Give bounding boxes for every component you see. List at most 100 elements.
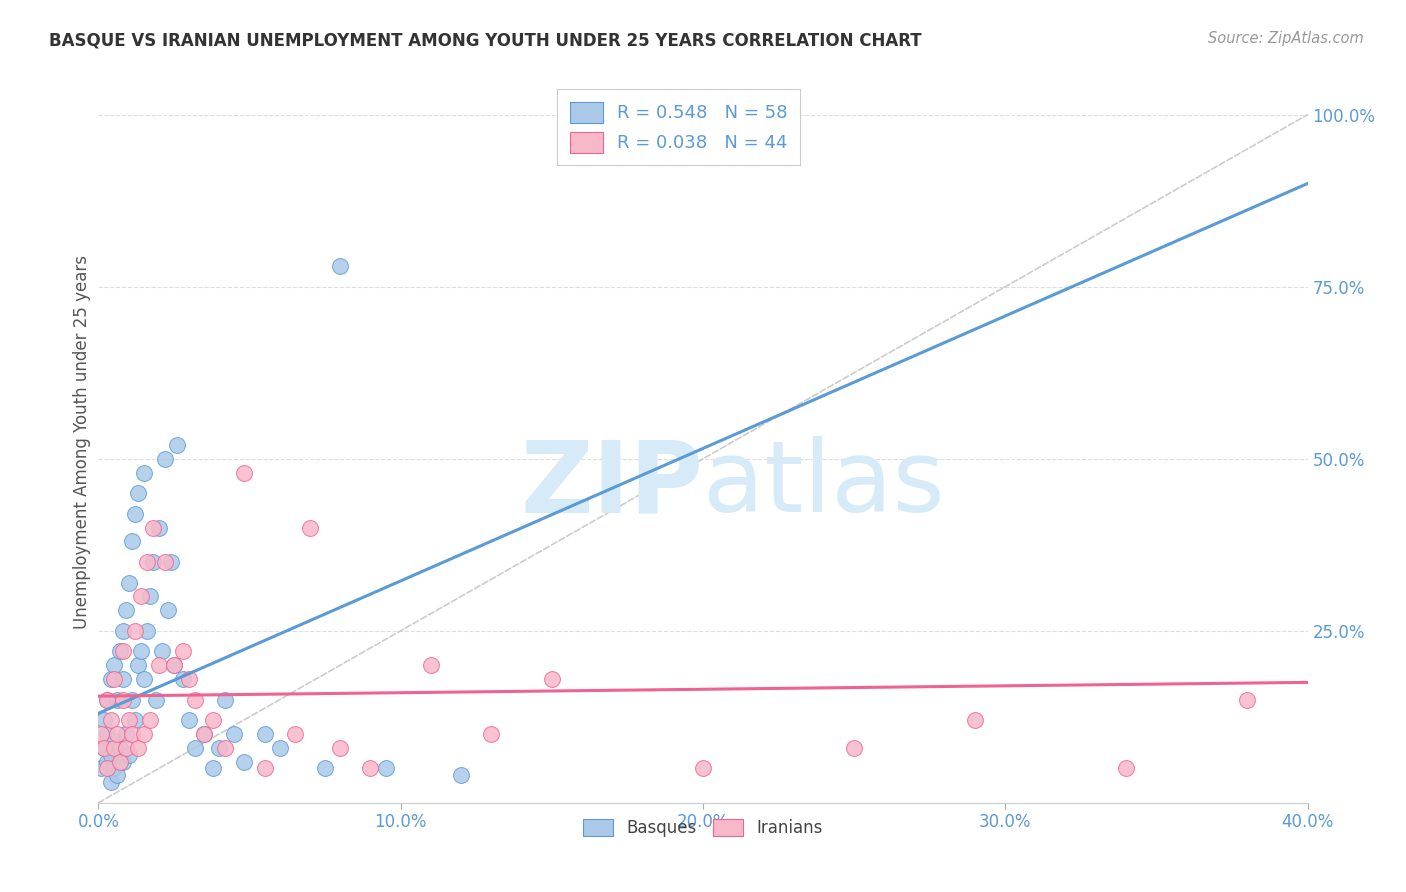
Point <box>118 747 141 762</box>
Point <box>93 740 115 755</box>
Point <box>135 624 157 638</box>
Point <box>172 644 194 658</box>
Point <box>150 644 173 658</box>
Point <box>90 761 112 775</box>
Point <box>103 740 125 755</box>
Point <box>127 486 149 500</box>
Point <box>96 755 118 769</box>
Point <box>121 727 143 741</box>
Point <box>284 727 307 741</box>
Point <box>100 775 122 789</box>
Point <box>232 466 254 480</box>
Point <box>124 713 146 727</box>
Point <box>124 507 146 521</box>
Point <box>135 555 157 569</box>
Point <box>100 747 122 762</box>
Point <box>139 713 162 727</box>
Point <box>103 734 125 748</box>
Point <box>314 761 336 775</box>
Point <box>118 575 141 590</box>
Point <box>105 692 128 706</box>
Point <box>269 740 291 755</box>
Point <box>132 727 155 741</box>
Point <box>132 672 155 686</box>
Point <box>360 761 382 775</box>
Point <box>114 740 136 755</box>
Point <box>103 761 125 775</box>
Point <box>139 590 162 604</box>
Point <box>105 727 128 741</box>
Point <box>148 520 170 534</box>
Point <box>163 658 186 673</box>
Point <box>299 520 322 534</box>
Point <box>124 624 146 638</box>
Point <box>208 740 231 755</box>
Point <box>127 740 149 755</box>
Point <box>108 755 131 769</box>
Point <box>108 644 131 658</box>
Point <box>156 603 179 617</box>
Point <box>105 768 128 782</box>
Point <box>118 713 141 727</box>
Point <box>153 451 176 466</box>
Y-axis label: Unemployment Among Youth under 25 years: Unemployment Among Youth under 25 years <box>73 254 91 629</box>
Point <box>96 761 118 775</box>
Point <box>111 644 134 658</box>
Point <box>481 727 503 741</box>
Point <box>1236 692 1258 706</box>
Text: atlas: atlas <box>703 436 945 533</box>
Point <box>374 761 396 775</box>
Point <box>179 672 201 686</box>
Point <box>166 438 188 452</box>
Point <box>202 761 225 775</box>
Point <box>142 520 165 534</box>
Point <box>214 692 236 706</box>
Point <box>329 259 352 273</box>
Point <box>114 603 136 617</box>
Point <box>692 761 714 775</box>
Point <box>103 672 125 686</box>
Point <box>111 624 134 638</box>
Point <box>163 658 186 673</box>
Point <box>129 644 152 658</box>
Point <box>132 466 155 480</box>
Point <box>450 768 472 782</box>
Point <box>214 740 236 755</box>
Point <box>145 692 167 706</box>
Point <box>329 740 352 755</box>
Point <box>93 740 115 755</box>
Point <box>193 727 215 741</box>
Point <box>121 534 143 549</box>
Point <box>121 692 143 706</box>
Point <box>172 672 194 686</box>
Point <box>129 590 152 604</box>
Legend: Basques, Iranians: Basques, Iranians <box>575 810 831 845</box>
Point <box>179 713 201 727</box>
Point <box>127 658 149 673</box>
Point <box>96 692 118 706</box>
Point <box>160 555 183 569</box>
Point <box>96 692 118 706</box>
Point <box>111 672 134 686</box>
Point <box>153 555 176 569</box>
Point <box>202 713 225 727</box>
Point <box>193 727 215 741</box>
Text: BASQUE VS IRANIAN UNEMPLOYMENT AMONG YOUTH UNDER 25 YEARS CORRELATION CHART: BASQUE VS IRANIAN UNEMPLOYMENT AMONG YOU… <box>49 31 922 49</box>
Point <box>114 727 136 741</box>
Point <box>103 658 125 673</box>
Point <box>232 755 254 769</box>
Point <box>184 692 207 706</box>
Point <box>100 672 122 686</box>
Point <box>111 692 134 706</box>
Point <box>224 727 246 741</box>
Point <box>253 761 276 775</box>
Text: Source: ZipAtlas.com: Source: ZipAtlas.com <box>1208 31 1364 46</box>
Point <box>90 727 112 741</box>
Point <box>148 658 170 673</box>
Point <box>100 713 122 727</box>
Point <box>93 713 115 727</box>
Point <box>1115 761 1137 775</box>
Point <box>253 727 276 741</box>
Point <box>111 755 134 769</box>
Point <box>142 555 165 569</box>
